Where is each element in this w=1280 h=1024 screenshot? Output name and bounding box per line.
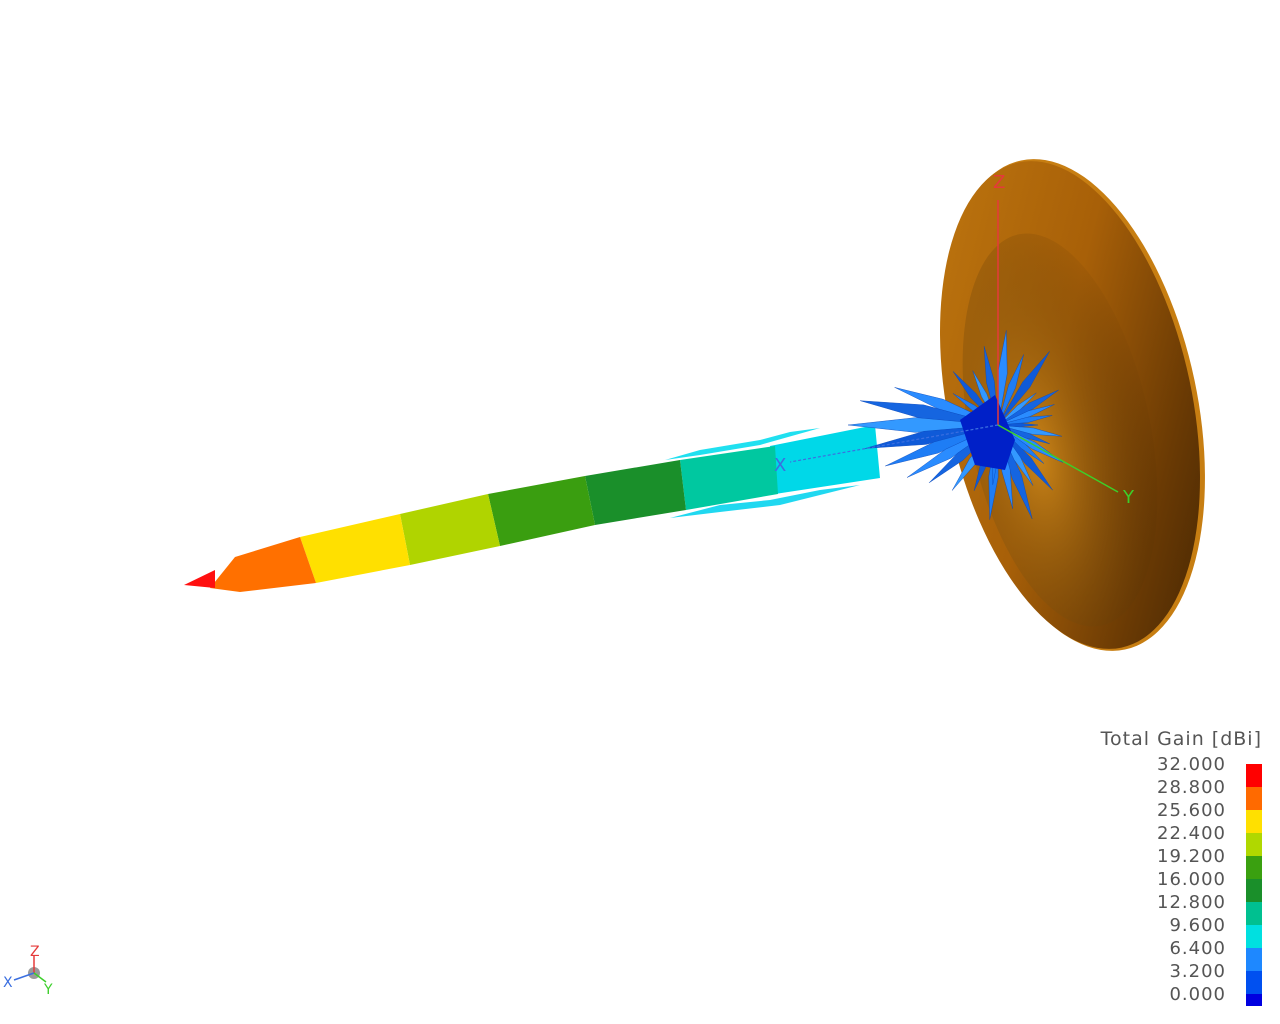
legend-label: 0.000 — [1169, 984, 1226, 1005]
legend-swatch — [1246, 971, 1262, 994]
lobe-segment-green — [488, 476, 595, 546]
axis-label-z: Z — [993, 172, 1005, 193]
legend-label: 19.200 — [1157, 846, 1226, 867]
lobe-segment-yellow — [300, 514, 410, 583]
color-legend: Total Gain [dBi] 32.000 28.800 25.600 22.40… — [1080, 728, 1270, 1018]
mini-y-label: Y — [43, 982, 53, 998]
lobe-segment-green-dark — [585, 460, 686, 525]
axis-label-y: Y — [1122, 487, 1135, 508]
legend-swatch — [1246, 787, 1262, 810]
mini-x-label: X — [3, 975, 13, 991]
side-lobes — [847, 330, 1064, 520]
legend-label: 9.600 — [1169, 915, 1226, 936]
legend-label: 25.600 — [1157, 800, 1226, 821]
axis-label-x: X — [774, 455, 786, 476]
legend-swatch — [1246, 994, 1262, 1006]
legend-label: 16.000 — [1157, 869, 1226, 890]
legend-swatch — [1246, 948, 1262, 971]
lobe-tip-red — [184, 570, 215, 588]
mini-z-label: Z — [30, 944, 40, 960]
legend-label: 22.400 — [1157, 823, 1226, 844]
legend-swatch — [1246, 856, 1262, 879]
lobe-segment-lime — [400, 494, 500, 565]
legend-label: 32.000 — [1157, 754, 1226, 775]
lobe-fringe-lower — [670, 485, 860, 518]
legend-label: 12.800 — [1157, 892, 1226, 913]
legend-label: 28.800 — [1157, 777, 1226, 798]
feed-core — [960, 395, 1015, 470]
side-lobe-petal — [997, 424, 1063, 437]
reflector-dish — [940, 159, 1205, 651]
main-lobe — [184, 425, 880, 592]
lobe-segment-cyan — [770, 425, 880, 494]
side-lobe-petal — [997, 392, 1037, 426]
legend-swatch — [1246, 810, 1262, 833]
side-lobe-petal — [997, 351, 1050, 426]
orientation-triad[interactable]: Z X Y — [0, 940, 60, 1000]
lobe-segment-teal — [680, 446, 778, 510]
legend-swatch — [1246, 902, 1262, 925]
legend-swatch — [1246, 764, 1262, 787]
legend-label: 6.400 — [1169, 938, 1226, 959]
legend-swatch — [1246, 925, 1262, 948]
axes-triad: Z Y X — [774, 172, 1135, 508]
lobe-fringe — [665, 428, 820, 460]
side-lobe-petal — [997, 354, 1024, 426]
legend-swatch — [1246, 833, 1262, 856]
lobe-segment-orange — [210, 537, 316, 592]
legend-label: 3.200 — [1169, 961, 1226, 982]
legend-swatch — [1246, 879, 1262, 902]
legend-title: Total Gain [dBi] — [1100, 728, 1262, 750]
